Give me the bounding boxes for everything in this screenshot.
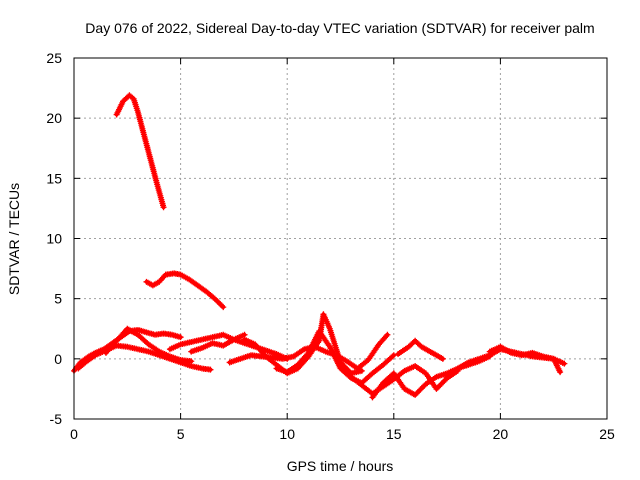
y-tick-label: 5 <box>54 291 62 307</box>
y-tick-label: 10 <box>46 231 62 247</box>
data-point <box>439 355 446 362</box>
data-point <box>358 367 365 374</box>
series-arc-g <box>188 331 248 355</box>
x-tick-label: 25 <box>599 426 615 442</box>
data-point <box>177 334 184 341</box>
series-arc-d <box>75 342 214 373</box>
data-point <box>220 304 227 311</box>
y-tick-label: -5 <box>50 411 63 427</box>
axes: 0 5 10 15 20 25 -5 0 5 10 15 20 25 <box>46 50 615 442</box>
series-arc-o <box>486 343 564 376</box>
x-tick-label: 5 <box>177 426 185 442</box>
data-points <box>71 92 568 401</box>
series-arc-b <box>143 270 227 311</box>
x-tick-label: 15 <box>386 426 402 442</box>
data-point <box>561 360 568 367</box>
series-arc-m <box>395 337 446 362</box>
data-point <box>188 358 195 365</box>
x-tick-label: 10 <box>279 426 295 442</box>
series-arc-e <box>102 325 195 365</box>
data-point <box>390 352 397 359</box>
x-tick-label: 0 <box>70 426 78 442</box>
x-tick-label: 20 <box>493 426 509 442</box>
series-arc-i <box>241 311 365 377</box>
data-point <box>207 366 214 373</box>
series-arc-a <box>113 92 167 211</box>
data-point <box>160 204 167 211</box>
chart-title: Day 076 of 2022, Sidereal Day-to-day VTE… <box>85 20 594 36</box>
y-axis-label: SDTVAR / TECUs <box>6 183 22 295</box>
y-tick-label: 20 <box>46 110 62 126</box>
data-point <box>389 353 396 360</box>
data-point <box>384 331 391 338</box>
data-point <box>304 351 311 358</box>
x-axis-label: GPS time / hours <box>287 458 394 474</box>
y-tick-label: 25 <box>46 50 62 66</box>
series-arc-c <box>71 326 184 374</box>
y-tick-label: 0 <box>54 351 62 367</box>
y-tick-label: 15 <box>46 170 62 186</box>
data-point <box>557 369 564 376</box>
